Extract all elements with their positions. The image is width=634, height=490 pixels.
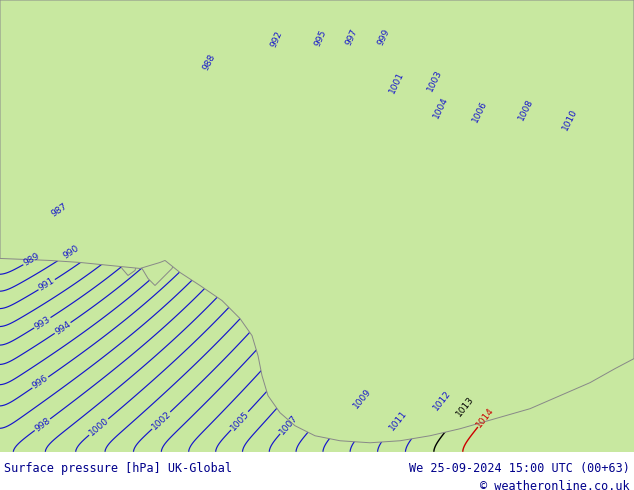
Text: 1002: 1002	[150, 410, 172, 432]
Polygon shape	[420, 0, 634, 32]
Text: 999: 999	[376, 27, 391, 47]
Text: 1007: 1007	[278, 413, 299, 436]
Text: 990: 990	[62, 243, 81, 260]
Polygon shape	[0, 0, 634, 443]
Polygon shape	[144, 35, 158, 48]
Text: 1005: 1005	[228, 409, 251, 432]
Text: © weatheronline.co.uk: © weatheronline.co.uk	[481, 480, 630, 490]
Text: 1010: 1010	[561, 107, 579, 132]
Text: 1011: 1011	[387, 409, 409, 433]
Text: 987: 987	[49, 202, 68, 219]
Text: 1009: 1009	[352, 387, 373, 410]
Text: 992: 992	[269, 29, 284, 49]
Text: 998: 998	[33, 416, 52, 434]
Polygon shape	[390, 0, 634, 86]
Polygon shape	[372, 60, 390, 98]
Text: 1004: 1004	[432, 95, 450, 120]
Text: 1012: 1012	[431, 389, 453, 412]
Text: We 25-09-2024 15:00 UTC (00+63): We 25-09-2024 15:00 UTC (00+63)	[409, 462, 630, 475]
Polygon shape	[288, 58, 360, 98]
Text: 1001: 1001	[387, 70, 406, 95]
Text: 1013: 1013	[455, 394, 476, 418]
Polygon shape	[125, 162, 178, 286]
Text: 991: 991	[37, 276, 56, 293]
Text: 1006: 1006	[471, 99, 489, 123]
Text: 1014: 1014	[475, 406, 496, 429]
Polygon shape	[115, 65, 178, 171]
Text: 1000: 1000	[87, 416, 110, 438]
Text: 1003: 1003	[425, 68, 443, 93]
Polygon shape	[0, 0, 634, 151]
Polygon shape	[375, 30, 395, 78]
Text: 996: 996	[30, 374, 50, 391]
Text: 1008: 1008	[517, 97, 535, 122]
Polygon shape	[68, 115, 118, 219]
Text: 989: 989	[22, 252, 41, 268]
Text: 988: 988	[201, 52, 217, 72]
Text: 997: 997	[344, 27, 359, 47]
Text: 993: 993	[33, 315, 52, 331]
Text: Surface pressure [hPa] UK-Global: Surface pressure [hPa] UK-Global	[4, 462, 232, 475]
Text: 995: 995	[313, 28, 328, 48]
Text: 994: 994	[53, 319, 72, 337]
Polygon shape	[118, 235, 138, 275]
